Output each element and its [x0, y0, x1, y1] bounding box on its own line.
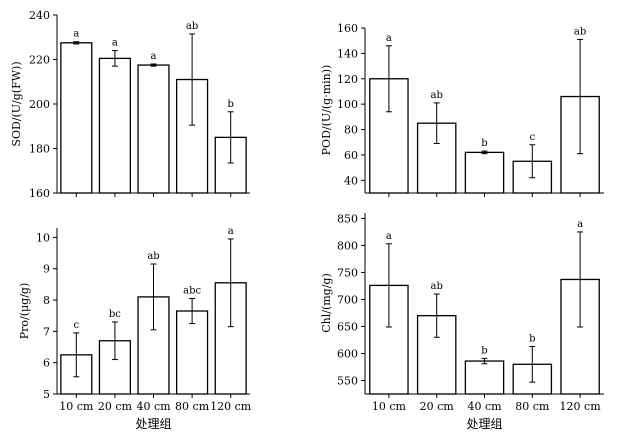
significance-letter: ab [186, 21, 198, 32]
y-axis-label: Chl/(mg/g) [320, 273, 333, 333]
significance-letter: a [151, 51, 157, 62]
y-tick-label: 40 [344, 174, 358, 187]
significance-letter: a [228, 226, 234, 237]
y-tick-label: 700 [337, 293, 358, 306]
chart-panel-1: 160 180 200 220 240 SOD/(U/g(FW)) a a a ab b [10, 9, 250, 200]
y-tick-label: 850 [337, 212, 358, 225]
significance-letter: a [386, 33, 392, 44]
bar-3 [464, 360, 505, 395]
significance-letter: ab [431, 90, 443, 101]
y-tick-label: 200 [29, 98, 50, 111]
bar-1 [60, 42, 93, 194]
x-tick-label: 120 cm [560, 400, 602, 413]
significance-letter: ab [147, 251, 159, 262]
y-tick-label: 600 [337, 347, 358, 360]
x-tick-label: 20 cm [98, 400, 133, 413]
y-tick-label: 160 [337, 22, 358, 35]
significance-letter: c [73, 320, 79, 331]
chart-panel-2: 40 60 80 100 120 140 160 POD/(U/(g·min)) a ab b c ab [320, 22, 604, 197]
y-tick-label: 5 [43, 388, 50, 401]
bar-3 [137, 64, 170, 194]
significance-letter: b [481, 345, 487, 356]
significance-letter: a [112, 38, 118, 49]
y-tick-label: 160 [29, 187, 50, 200]
y-tick-label: 60 [344, 149, 358, 162]
significance-letter: ab [431, 281, 443, 292]
y-tick-label: 7 [43, 325, 50, 338]
y-tick-label: 80 [344, 124, 358, 137]
significance-letter: c [529, 132, 535, 143]
bar-2 [98, 57, 131, 194]
y-tick-label: 8 [43, 294, 50, 307]
y-tick-label: 550 [337, 374, 358, 387]
significance-letter: b [481, 138, 487, 149]
x-tick-label: 120 cm [210, 400, 252, 413]
y-tick-label: 100 [337, 98, 358, 111]
y-tick-label: 10 [36, 231, 50, 244]
bar-3 [464, 151, 505, 194]
significance-letter: a [386, 231, 392, 242]
x-tick-label: 40 cm [136, 400, 171, 413]
y-tick-label: 240 [29, 9, 50, 22]
y-tick-label: 180 [29, 143, 50, 156]
y-tick-label: 800 [337, 239, 358, 252]
y-tick-label: 6 [43, 357, 50, 370]
significance-letter: bc [109, 309, 121, 320]
y-tick-label: 750 [337, 266, 358, 279]
y-tick-label: 9 [43, 263, 50, 276]
x-tick-label: 40 cm [467, 400, 502, 413]
y-tick-label: 650 [337, 320, 358, 333]
y-tick-label: 220 [29, 54, 50, 67]
x-tick-label: 20 cm [420, 400, 455, 413]
y-axis-label: POD/(U/(g·min)) [320, 65, 333, 156]
y-tick-label: 120 [337, 73, 358, 86]
y-axis-label: Pro/(μg/g) [18, 283, 31, 340]
x-tick-label: 10 cm [372, 400, 407, 413]
y-tick-label: 140 [337, 47, 358, 60]
x-axis-label: 处理组 [135, 417, 171, 431]
significance-letter: b [529, 333, 535, 344]
x-tick-label: 10 cm [59, 400, 94, 413]
y-axis-label: SOD/(U/g(FW)) [10, 61, 23, 146]
x-tick-label: 80 cm [175, 400, 210, 413]
significance-letter: b [227, 99, 233, 110]
x-axis-label: 处理组 [466, 417, 502, 431]
significance-letter: a [577, 219, 583, 230]
significance-letter: a [73, 29, 79, 40]
x-tick-label: 80 cm [515, 400, 550, 413]
chart-panel-3: 5 6 7 8 9 10 Pro/(μg/g) c 10 cm bc 20 cm ab 40 cm abc… [18, 226, 252, 431]
significance-letter: abc [183, 285, 201, 296]
significance-letter: ab [574, 26, 586, 37]
